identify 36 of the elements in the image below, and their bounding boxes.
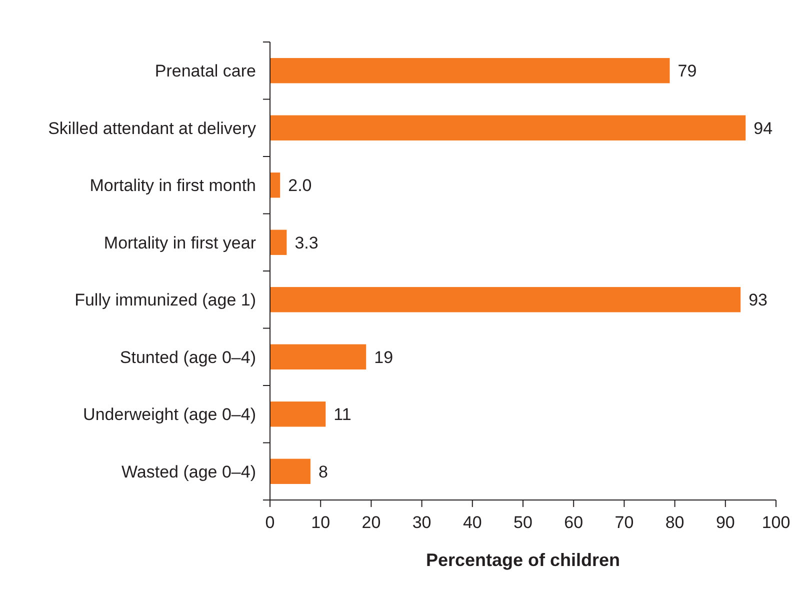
y-tick-label: Fully immunized (age 1) bbox=[74, 290, 256, 310]
y-tick-label: Skilled attendant at delivery bbox=[48, 118, 256, 138]
bar bbox=[270, 115, 746, 140]
y-tick-label: Wasted (age 0–4) bbox=[122, 462, 256, 482]
data-label: 2.0 bbox=[288, 176, 312, 196]
data-label: 8 bbox=[318, 462, 328, 482]
bar bbox=[270, 402, 326, 427]
y-tick-label: Stunted (age 0–4) bbox=[120, 348, 256, 367]
bar bbox=[270, 230, 287, 255]
y-tick-label: Prenatal care bbox=[154, 62, 256, 81]
x-axis-title: Percentage of children bbox=[426, 550, 620, 570]
data-label: 3.3 bbox=[294, 233, 318, 252]
bar bbox=[270, 458, 310, 484]
x-tick-label: 40 bbox=[462, 513, 482, 532]
data-label: 11 bbox=[334, 405, 352, 424]
data-label: 79 bbox=[678, 62, 697, 81]
data-label: 19 bbox=[374, 348, 394, 367]
y-tick-label: Mortality in first month bbox=[90, 176, 256, 196]
bar bbox=[270, 172, 280, 198]
x-tick-label: 90 bbox=[716, 513, 735, 532]
data-label: 93 bbox=[748, 290, 768, 310]
x-tick-label: 30 bbox=[412, 513, 432, 532]
x-tick-label: 20 bbox=[362, 513, 381, 532]
bar bbox=[270, 58, 670, 84]
y-tick-label: Underweight (age 0–4) bbox=[83, 405, 256, 424]
x-tick-label: 60 bbox=[564, 513, 584, 532]
x-tick-label: 80 bbox=[665, 513, 684, 532]
data-label: 94 bbox=[754, 118, 773, 138]
x-tick-label: 50 bbox=[514, 513, 532, 532]
bar bbox=[270, 287, 741, 312]
y-tick-label: Mortality in first year bbox=[104, 233, 256, 252]
x-tick-label: 100 bbox=[762, 513, 790, 532]
x-tick-label: 10 bbox=[311, 513, 330, 532]
x-tick-label: 0 bbox=[265, 513, 275, 532]
x-tick-label: 70 bbox=[614, 513, 634, 532]
bar bbox=[270, 344, 366, 370]
